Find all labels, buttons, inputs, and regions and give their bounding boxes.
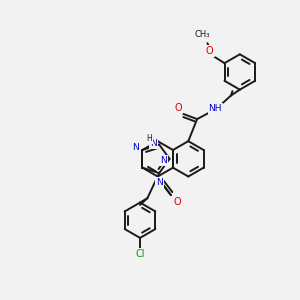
Text: O: O [174,103,182,113]
Text: N: N [133,142,139,152]
Text: H: H [146,134,152,142]
Text: N: N [156,178,163,188]
Text: Cl: Cl [135,249,145,259]
Text: O: O [206,46,214,56]
Text: NH: NH [208,104,222,113]
Text: N: N [160,156,167,165]
Text: N: N [151,139,157,148]
Text: O: O [173,196,181,206]
Text: CH₃: CH₃ [195,30,210,39]
